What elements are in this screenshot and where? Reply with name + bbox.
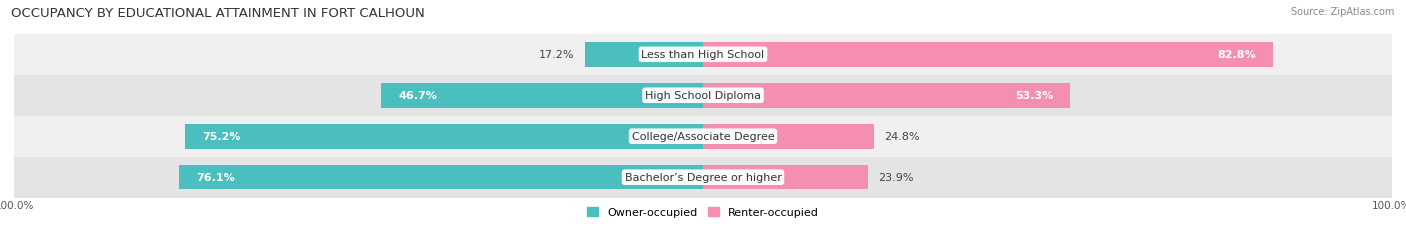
Text: High School Diploma: High School Diploma xyxy=(645,91,761,101)
Text: 17.2%: 17.2% xyxy=(538,50,574,60)
Text: 76.1%: 76.1% xyxy=(195,173,235,182)
Bar xyxy=(186,125,703,149)
Bar xyxy=(703,43,1274,67)
Bar xyxy=(585,43,703,67)
Bar xyxy=(703,165,868,190)
Text: College/Associate Degree: College/Associate Degree xyxy=(631,132,775,142)
Bar xyxy=(381,84,703,108)
Bar xyxy=(14,116,1392,157)
Text: 75.2%: 75.2% xyxy=(202,132,240,142)
Bar xyxy=(179,165,703,190)
Bar xyxy=(703,84,1070,108)
Bar xyxy=(14,35,1392,76)
Text: 46.7%: 46.7% xyxy=(398,91,437,101)
Text: 82.8%: 82.8% xyxy=(1218,50,1256,60)
Text: Bachelor’s Degree or higher: Bachelor’s Degree or higher xyxy=(624,173,782,182)
Text: 24.8%: 24.8% xyxy=(884,132,920,142)
Text: OCCUPANCY BY EDUCATIONAL ATTAINMENT IN FORT CALHOUN: OCCUPANCY BY EDUCATIONAL ATTAINMENT IN F… xyxy=(11,7,425,20)
Bar xyxy=(703,125,875,149)
Text: 23.9%: 23.9% xyxy=(877,173,914,182)
Bar xyxy=(14,157,1392,198)
Legend: Owner-occupied, Renter-occupied: Owner-occupied, Renter-occupied xyxy=(586,207,820,217)
Bar xyxy=(14,76,1392,116)
Text: 53.3%: 53.3% xyxy=(1015,91,1053,101)
Text: Less than High School: Less than High School xyxy=(641,50,765,60)
Text: Source: ZipAtlas.com: Source: ZipAtlas.com xyxy=(1291,7,1395,17)
